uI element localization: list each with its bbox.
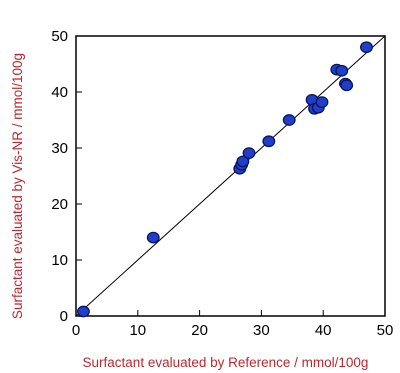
y-tick-label: 10 <box>51 252 68 269</box>
data-point <box>242 147 256 159</box>
data-point <box>236 155 250 168</box>
y-tick-label: 30 <box>51 140 68 157</box>
data-point <box>340 79 354 92</box>
identity-line <box>75 35 386 317</box>
plot-frame <box>75 35 386 317</box>
data-point <box>360 41 373 54</box>
data-point <box>315 96 329 108</box>
x-tick-label: 30 <box>253 322 270 339</box>
y-tick-label: 0 <box>60 308 68 325</box>
y-tick-label: 20 <box>51 196 68 213</box>
data-points <box>76 41 373 318</box>
y-tick-label: 40 <box>51 84 68 101</box>
x-axis-title: Surfactant evaluated by Reference / mmol… <box>83 355 369 370</box>
data-point <box>335 64 349 77</box>
data-point <box>282 114 296 126</box>
x-tick-label: 40 <box>315 322 332 339</box>
data-point <box>146 231 160 244</box>
x-tick-label: 50 <box>377 322 394 339</box>
x-axis-ticks: 0 10 20 30 40 50 <box>72 310 394 339</box>
y-axis-title: Surfactant evaluated by Vis-NR / mmol/10… <box>10 53 25 319</box>
x-tick-label: 0 <box>72 322 80 339</box>
x-tick-label: 10 <box>129 322 146 339</box>
plot-area <box>75 35 386 318</box>
x-tick-label: 20 <box>191 322 208 339</box>
y-axis-ticks: 0 10 20 30 40 50 <box>51 28 82 325</box>
data-point <box>262 135 276 148</box>
y-tick-label: 50 <box>51 28 68 45</box>
data-point <box>76 305 90 318</box>
